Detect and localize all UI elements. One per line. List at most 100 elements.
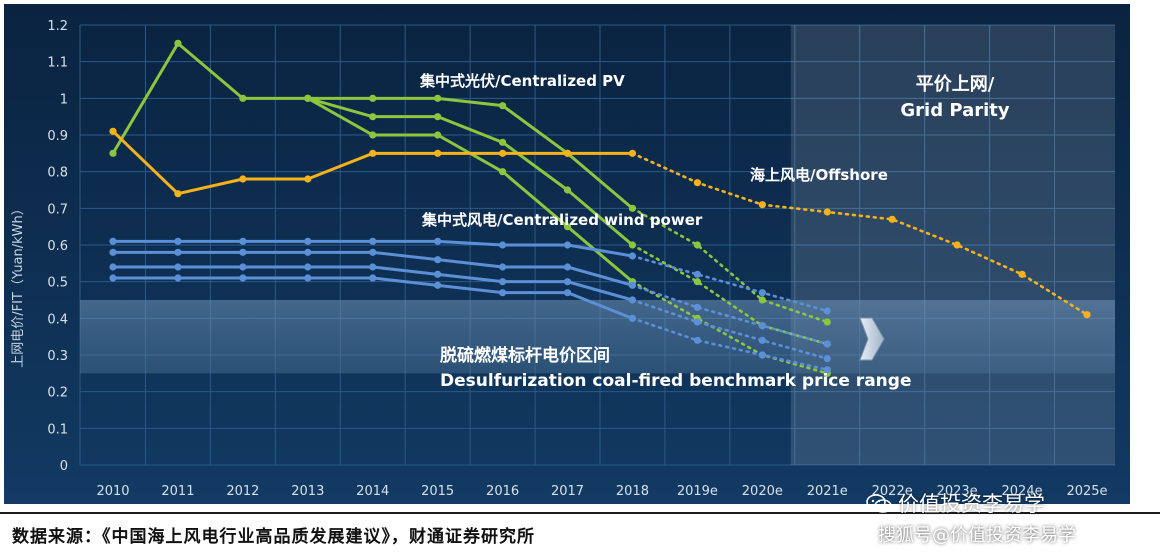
- series-forecast-wind: [631, 284, 829, 346]
- point-offshore: [499, 149, 507, 157]
- band-label-en: Desulfurization coal-fired benchmark pri…: [440, 371, 911, 391]
- point-offshore: [1083, 311, 1091, 319]
- point-offshore: [563, 149, 572, 157]
- x-tick-label: 2010: [96, 484, 129, 499]
- grid-parity-label-en: Grid Parity: [900, 100, 1009, 121]
- plot-area-frame: [4, 4, 1130, 504]
- point-pv: [239, 94, 247, 102]
- point-pv: [434, 94, 442, 102]
- point-pv: [434, 113, 442, 121]
- x-tick-label: 2013: [291, 484, 324, 499]
- point-offshore: [758, 201, 766, 209]
- point-wind: [434, 281, 442, 289]
- point-wind: [823, 340, 831, 348]
- y-tick-label: 0.1: [47, 422, 68, 437]
- watermark-top-text: 价值投资李易学: [898, 492, 1045, 516]
- x-tick-label: 2018: [616, 484, 649, 499]
- point-offshore: [693, 179, 702, 187]
- x-tick-label: 2015: [421, 484, 454, 499]
- point-wind: [693, 318, 702, 326]
- x-tick-label: 2021e: [807, 484, 848, 499]
- point-offshore: [239, 175, 247, 183]
- point-offshore: [434, 149, 442, 157]
- footer-rule: [0, 512, 1160, 514]
- point-wind: [693, 336, 702, 344]
- x-tick-label: 2011: [161, 484, 194, 499]
- point-offshore: [369, 149, 377, 157]
- point-wind: [174, 263, 182, 271]
- x-tick-label: 2014: [356, 484, 389, 499]
- point-offshore: [953, 241, 961, 249]
- point-wind: [109, 248, 117, 256]
- x-tick-label: 2019e: [677, 484, 718, 499]
- point-pv: [109, 149, 117, 157]
- point-pv: [499, 102, 507, 110]
- y-tick-label: 0.3: [47, 349, 68, 364]
- y-tick-label: 0.4: [47, 312, 68, 327]
- point-pv: [628, 204, 637, 212]
- point-wind: [758, 322, 766, 330]
- point-wind: [174, 237, 182, 245]
- point-wind: [628, 281, 637, 289]
- point-pv: [563, 186, 572, 194]
- annotation-centralized-wind: 集中式风电/Centralized wind power: [421, 211, 703, 229]
- point-offshore: [174, 190, 182, 198]
- point-pv: [369, 94, 377, 102]
- x-tick-label: 2020e: [742, 484, 783, 499]
- point-pv: [563, 223, 572, 231]
- y-tick-label: 1: [60, 92, 68, 107]
- x-tick-label: 2017: [551, 484, 584, 499]
- series-forecast-pv: [631, 280, 829, 375]
- point-pv: [693, 241, 702, 249]
- y-tick-label: 0.7: [47, 202, 68, 217]
- point-wind: [239, 237, 247, 245]
- point-wind: [499, 278, 507, 286]
- point-wind: [563, 278, 572, 286]
- point-wind: [434, 237, 442, 245]
- point-pv: [369, 131, 377, 139]
- point-wind: [304, 274, 312, 282]
- point-wind: [823, 355, 831, 363]
- point-wind: [499, 263, 507, 271]
- watermark-top: 价值投资李易学: [866, 488, 1045, 518]
- x-tick-label: 2023e: [937, 484, 978, 499]
- point-wind: [628, 296, 637, 304]
- point-wind: [369, 263, 377, 271]
- point-offshore: [888, 215, 896, 223]
- point-wind: [499, 289, 507, 297]
- point-wind: [563, 289, 572, 297]
- point-pv: [693, 278, 702, 286]
- point-pv: [499, 138, 507, 146]
- y-tick-label: 1.2: [47, 19, 68, 34]
- point-pv: [499, 168, 507, 176]
- point-offshore: [1018, 270, 1026, 278]
- annotation-offshore: 海上风电/Offshore: [750, 166, 888, 184]
- point-wind: [239, 263, 247, 271]
- point-wind: [369, 237, 377, 245]
- point-wind: [628, 252, 637, 260]
- point-wind: [174, 248, 182, 256]
- point-pv: [758, 296, 766, 304]
- y-tick-label: 0.2: [47, 386, 68, 401]
- y-tick-label: 0.6: [47, 239, 68, 254]
- point-wind: [758, 351, 766, 359]
- point-wind: [239, 274, 247, 282]
- point-pv: [304, 94, 312, 102]
- series-forecast-pv: [631, 207, 829, 324]
- grid-parity-panel: [790, 25, 1115, 465]
- point-wind: [758, 289, 766, 297]
- annotation-centralized-pv: 集中式光伏/Centralized PV: [419, 72, 625, 90]
- x-tick-label: 2012: [226, 484, 259, 499]
- y-tick-label: 0.8: [47, 166, 68, 181]
- point-wind: [693, 303, 702, 311]
- point-pv: [434, 131, 442, 139]
- point-pv: [628, 241, 637, 249]
- y-tick-label: 1.1: [47, 56, 68, 71]
- point-wind: [109, 274, 117, 282]
- point-wind: [499, 241, 507, 249]
- band-label-cn: 脱硫燃煤标杆电价区间: [440, 345, 610, 366]
- x-tick-label: 2016: [486, 484, 519, 499]
- point-offshore: [304, 175, 312, 183]
- point-wind: [434, 270, 442, 278]
- point-wind: [174, 274, 182, 282]
